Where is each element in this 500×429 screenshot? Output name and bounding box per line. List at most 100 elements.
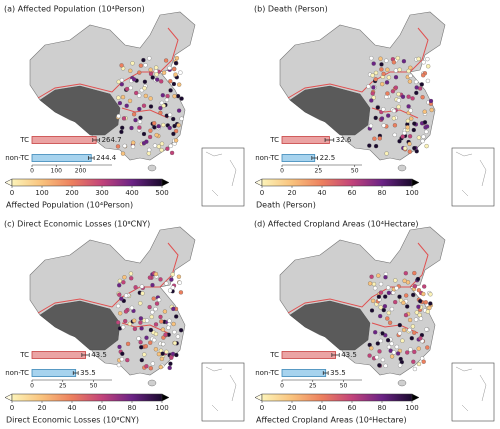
station-dot — [160, 351, 165, 356]
station-dot — [397, 331, 402, 336]
station-dot — [392, 123, 398, 128]
station-dot — [144, 335, 149, 340]
station-dot — [173, 138, 179, 143]
station-dot — [385, 338, 391, 343]
station-dot — [381, 71, 386, 77]
colorbar-label: Affected Population (10⁴Person) — [6, 201, 133, 210]
station-dot — [178, 70, 183, 75]
station-dot — [153, 306, 158, 312]
station-dot — [163, 58, 169, 63]
colorbar-tick-label: 40 — [68, 404, 77, 412]
bar — [281, 154, 316, 162]
station-dot — [121, 325, 126, 330]
station-dot — [120, 151, 126, 156]
bar — [281, 136, 330, 144]
station-dot — [116, 113, 121, 119]
station-dot — [407, 141, 412, 147]
station-dot — [143, 344, 148, 349]
inset-coast — [455, 151, 487, 197]
station-dot — [165, 146, 170, 151]
island — [147, 164, 157, 172]
station-dot — [386, 290, 392, 296]
colorbar-tick-label: 20 — [38, 404, 47, 412]
station-dot — [147, 56, 152, 61]
station-dot — [131, 140, 136, 145]
bar-value-label: 35.5 — [80, 369, 96, 377]
station-dot — [158, 314, 163, 320]
station-dot — [412, 121, 417, 126]
station-dot — [139, 357, 144, 363]
colorbar-tick-label: 100 — [405, 404, 418, 412]
station-dot — [158, 277, 163, 282]
station-dot — [387, 320, 393, 325]
station-dot — [414, 79, 419, 85]
station-dot — [154, 72, 159, 77]
station-dot — [381, 123, 386, 128]
station-dot — [127, 321, 133, 327]
station-dot — [407, 79, 413, 84]
colorbar-label: Affected Cropland Areas (10⁴Hectare) — [256, 416, 407, 425]
colorbar-tick-label: 100 — [35, 189, 48, 197]
station-dot — [151, 296, 156, 301]
colorbar-extend — [411, 393, 420, 402]
station-dot — [408, 108, 413, 113]
colorbar-tick-label: 300 — [95, 189, 108, 197]
station-dot — [424, 129, 429, 134]
colorbar-tick-label: 400 — [125, 189, 138, 197]
station-dot — [161, 122, 166, 128]
station-dot — [377, 136, 382, 141]
colorbar-extend — [411, 178, 420, 187]
error-bar — [322, 371, 329, 375]
station-dot — [132, 318, 137, 323]
station-dot — [418, 316, 424, 321]
station-dot — [152, 337, 157, 343]
station-dot — [394, 286, 399, 291]
station-dot — [410, 324, 416, 329]
colorbar-label: Direct Economic Losses (10⁸CNY) — [6, 416, 139, 425]
station-dot — [147, 134, 153, 140]
station-dot — [159, 147, 164, 153]
station-dot — [369, 56, 374, 61]
station-dot — [403, 271, 408, 276]
station-dot — [371, 95, 376, 100]
bar-tick-label: 0 — [30, 383, 34, 390]
station-dot — [381, 107, 386, 112]
station-dot — [402, 130, 407, 136]
colorbar-tick-label: 80 — [378, 404, 387, 412]
station-dot — [407, 134, 413, 139]
station-dot — [389, 341, 394, 346]
station-dot — [118, 311, 123, 316]
station-dot — [375, 341, 380, 346]
island — [397, 164, 407, 172]
plateau — [289, 85, 371, 136]
station-dot — [148, 327, 154, 333]
station-dot — [153, 271, 159, 277]
station-dot — [142, 79, 148, 84]
station-dot — [133, 117, 138, 123]
station-dot — [369, 308, 375, 313]
station-dot — [131, 112, 137, 117]
station-dot — [409, 336, 414, 341]
station-dot — [378, 56, 383, 61]
station-dot — [138, 301, 143, 306]
colorbar-tick-label: 100 — [155, 404, 168, 412]
station-dot — [412, 330, 417, 335]
station-dot — [428, 292, 433, 297]
station-dot — [156, 124, 161, 129]
station-dot — [152, 125, 157, 130]
station-dot — [409, 116, 414, 121]
station-dot — [366, 84, 371, 89]
station-dot — [177, 82, 182, 87]
station-dot — [154, 132, 159, 138]
colorbar-extend — [254, 178, 263, 187]
station-dot — [138, 115, 143, 120]
bar-tick-label: 100 — [51, 168, 63, 175]
station-dot — [176, 274, 182, 279]
station-dot — [393, 68, 399, 73]
station-dot — [384, 151, 389, 156]
station-dot — [389, 354, 395, 359]
error-bar — [87, 156, 95, 160]
station-dot — [120, 125, 125, 130]
colorbar-tick-label: 500 — [155, 189, 168, 197]
station-dot — [419, 82, 424, 87]
